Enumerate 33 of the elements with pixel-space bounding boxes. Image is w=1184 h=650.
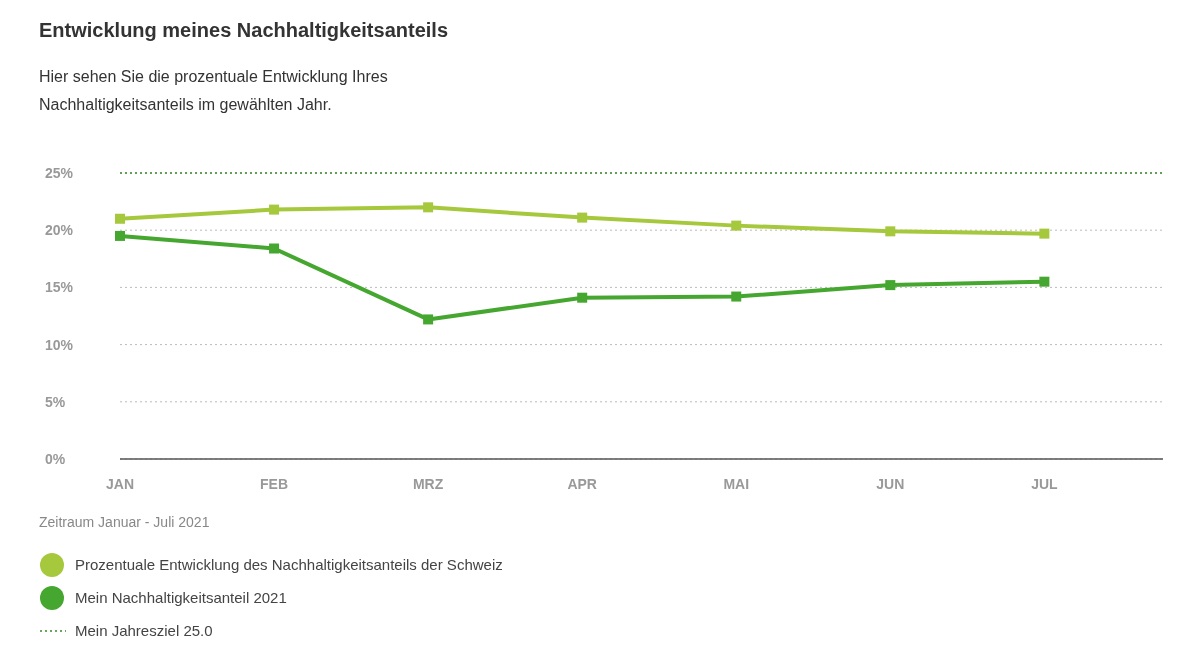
point (115, 213, 125, 224)
legend-label: Prozentuale Entwicklung des Nachhaltigkeitsanteils der Schweiz (75, 556, 503, 573)
point (269, 243, 280, 254)
y-tick-label: 25% (45, 165, 74, 181)
x-tick-label: MRZ (412, 476, 444, 492)
x-tick-label: MAI (723, 476, 750, 492)
point (423, 314, 434, 325)
point (1039, 228, 1050, 239)
point (115, 230, 125, 241)
point (423, 202, 434, 213)
text: Zeitraum Januar - Juli 2021 (39, 514, 210, 530)
point (885, 280, 896, 291)
x-tick-label: JUN (876, 476, 905, 492)
x-tick-label: JUL (1031, 476, 1059, 492)
point (577, 292, 588, 303)
point (269, 204, 280, 215)
x-tick-label: APR (567, 476, 597, 492)
chart-subtitle: Hier sehen Sie die prozentuale Entwicklung Ihres Nachhaltigkeitsanteils im gewählten Jahr. (39, 68, 388, 113)
y-tick-label: 5% (45, 393, 66, 410)
y-tick-label: 10% (45, 336, 74, 353)
x-tick-label: JAN (105, 476, 135, 492)
point (1039, 276, 1050, 287)
legend-label: Mein Nachhaltigkeitsanteil 2021 (75, 589, 287, 606)
point (731, 291, 742, 302)
y-tick-label: 0% (45, 451, 66, 467)
point (731, 220, 742, 231)
legend-label: Mein Jahresziel 25.0 (75, 622, 213, 639)
y-tick-label: 15% (45, 279, 74, 296)
point (577, 212, 588, 223)
point (885, 226, 896, 237)
y-tick-label: 20% (45, 222, 74, 239)
chart-title: Entwicklung meines Nachhaltigkeitsanteils (39, 19, 449, 41)
x-tick-label: FEB (260, 476, 289, 492)
